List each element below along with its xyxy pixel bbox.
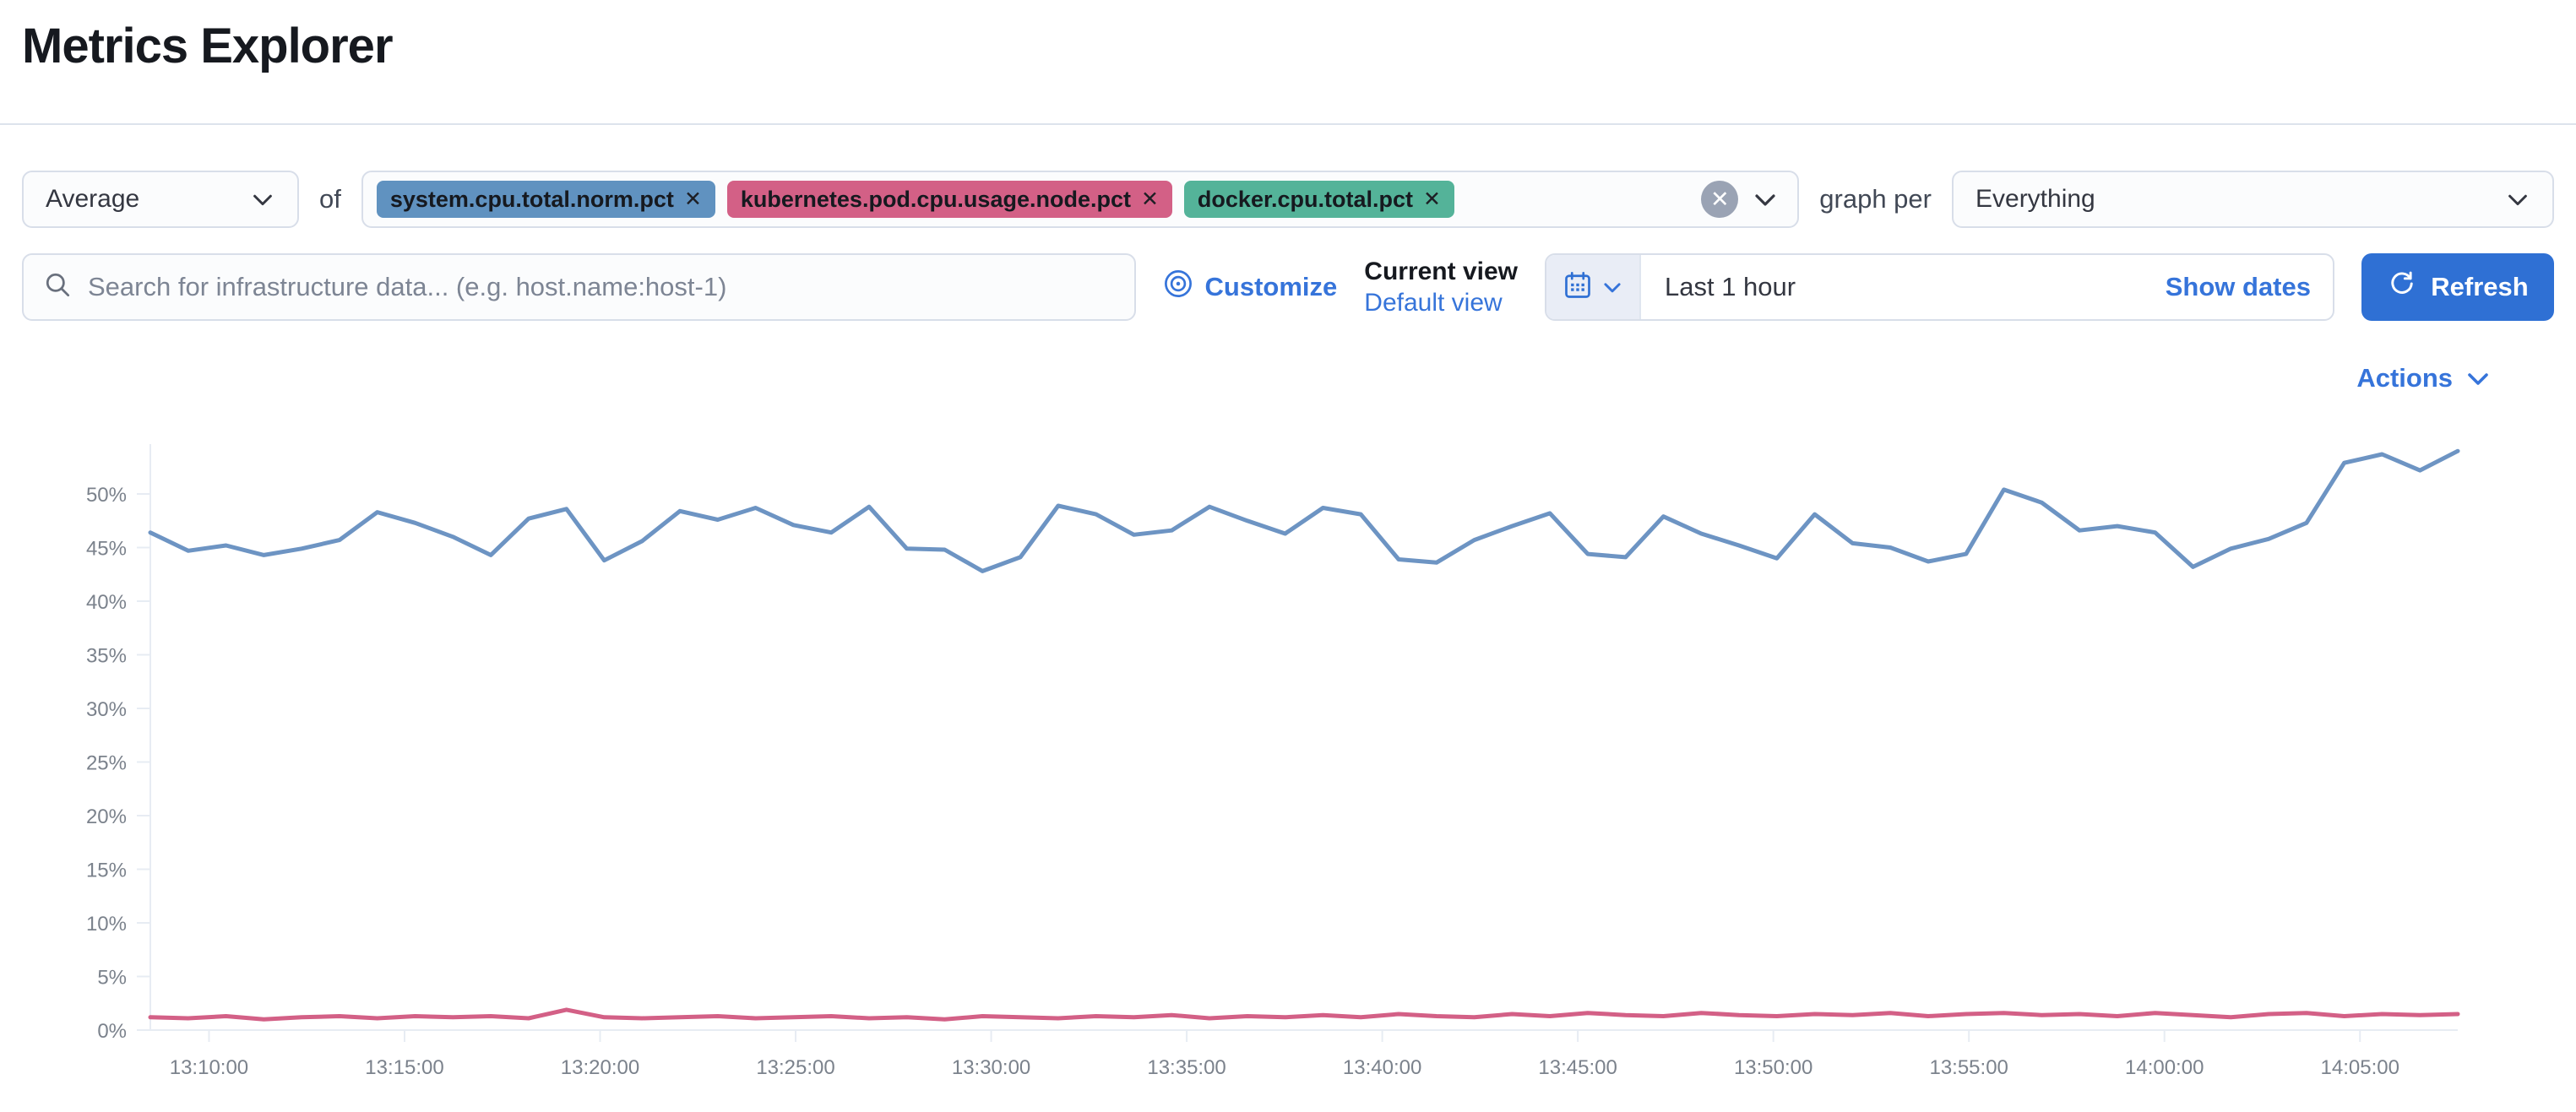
calendar-icon	[1562, 270, 1593, 305]
svg-text:13:10:00: 13:10:00	[170, 1056, 248, 1079]
svg-text:13:25:00: 13:25:00	[756, 1056, 834, 1079]
svg-text:45%: 45%	[86, 538, 127, 561]
customize-icon	[1163, 269, 1193, 306]
svg-text:13:55:00: 13:55:00	[1929, 1056, 2008, 1079]
svg-text:10%: 10%	[86, 913, 127, 936]
graph-per-label: graph per	[1819, 184, 1932, 214]
search-input[interactable]	[88, 272, 1114, 302]
time-range-value[interactable]: Last 1 hour	[1665, 272, 1796, 301]
filter-row: Customize Current view Default view Last	[22, 253, 2554, 321]
customize-button[interactable]: Customize	[1163, 269, 1337, 306]
svg-text:30%: 30%	[86, 698, 127, 721]
show-dates-link[interactable]: Show dates	[2165, 272, 2311, 301]
svg-text:50%: 50%	[86, 484, 127, 507]
svg-text:15%: 15%	[86, 860, 127, 882]
view-stack: Current view Default view	[1364, 256, 1518, 319]
aggregation-value: Average	[46, 185, 140, 213]
date-picker: Last 1 hour Show dates	[1545, 253, 2334, 321]
chevron-down-icon	[2505, 187, 2530, 212]
svg-text:13:35:00: 13:35:00	[1147, 1056, 1226, 1079]
chevron-down-icon	[1601, 276, 1623, 298]
search-box[interactable]	[22, 253, 1136, 321]
metrics-line-chart[interactable]: 0% 5% 10% 15% 20% 25% 30% 35% 40% 45% 50% 13:10:00 1…	[0, 422, 2576, 1108]
svg-text:13:30:00: 13:30:00	[952, 1056, 1030, 1079]
refresh-button[interactable]: Refresh	[2361, 253, 2554, 321]
metric-badge[interactable]: system.cpu.total.norm.pct ✕	[376, 181, 715, 218]
metric-controls-row: Average of system.cpu.total.norm.pct ✕ k…	[22, 171, 2554, 228]
svg-text:35%: 35%	[86, 645, 127, 668]
default-view-link[interactable]: Default view	[1364, 289, 1503, 317]
chart-actions-row: Actions	[0, 363, 2492, 393]
graph-per-value: Everything	[1975, 185, 2095, 213]
date-quick-select-button[interactable]	[1546, 255, 1641, 319]
actions-menu-button[interactable]: Actions	[2356, 363, 2453, 393]
remove-metric-icon[interactable]: ✕	[1422, 187, 1441, 211]
page-header: Metrics Explorer	[0, 0, 2576, 125]
chart-canvas: 0% 5% 10% 15% 20% 25% 30% 35% 40% 45% 50% 13:10:00 1…	[86, 444, 2460, 1079]
chevron-down-icon[interactable]	[1752, 186, 1779, 213]
svg-text:25%: 25%	[86, 752, 127, 775]
svg-text:5%: 5%	[97, 967, 127, 990]
chevron-down-icon[interactable]	[2465, 365, 2492, 392]
metrics-combobox[interactable]: system.cpu.total.norm.pct ✕ kubernetes.p…	[361, 171, 1800, 228]
aggregation-select[interactable]: Average	[22, 171, 299, 228]
graph-per-select[interactable]: Everything	[1952, 171, 2554, 228]
search-icon	[44, 271, 73, 304]
page-title: Metrics Explorer	[22, 19, 394, 73]
svg-text:13:20:00: 13:20:00	[561, 1056, 639, 1079]
metric-badge[interactable]: docker.cpu.total.pct ✕	[1183, 181, 1454, 218]
svg-text:14:05:00: 14:05:00	[2321, 1056, 2399, 1079]
chevron-down-icon	[250, 187, 275, 212]
svg-text:14:00:00: 14:00:00	[2125, 1056, 2204, 1079]
svg-text:13:45:00: 13:45:00	[1538, 1056, 1617, 1079]
svg-text:20%: 20%	[86, 806, 127, 828]
metric-badge[interactable]: kubernetes.pod.cpu.usage.node.pct ✕	[726, 181, 1172, 218]
svg-text:13:40:00: 13:40:00	[1343, 1056, 1421, 1079]
svg-text:13:50:00: 13:50:00	[1734, 1056, 1812, 1079]
of-label: of	[319, 184, 341, 214]
clear-all-icon[interactable]: ✕	[1701, 181, 1739, 218]
svg-text:0%: 0%	[97, 1020, 127, 1043]
remove-metric-icon[interactable]: ✕	[683, 187, 702, 211]
refresh-icon	[2387, 269, 2417, 306]
svg-text:13:15:00: 13:15:00	[365, 1056, 443, 1079]
remove-metric-icon[interactable]: ✕	[1140, 187, 1159, 211]
current-view-label: Current view	[1364, 257, 1518, 285]
svg-text:40%: 40%	[86, 591, 127, 614]
